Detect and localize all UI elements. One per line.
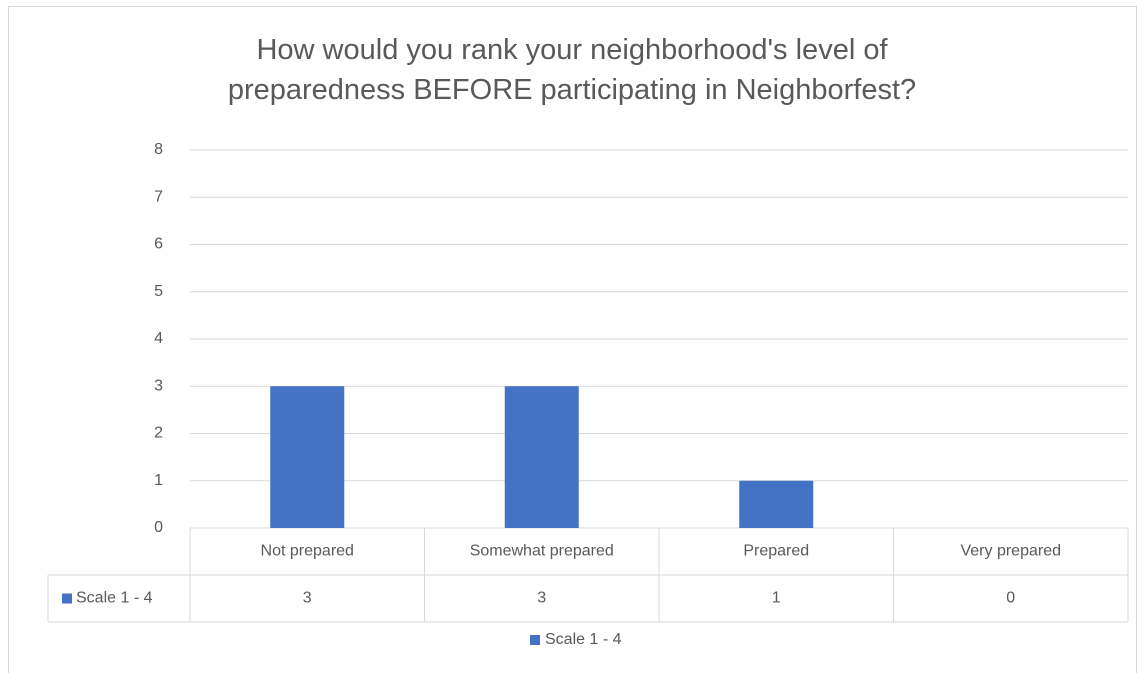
y-tick-label: 8: [154, 141, 163, 158]
legend-label: Scale 1 - 4: [545, 631, 622, 648]
x-tick-label: Prepared: [743, 543, 809, 560]
y-tick-label: 3: [154, 377, 163, 394]
table-value: 0: [1006, 590, 1015, 607]
bar: [270, 386, 345, 528]
y-tick-label: 0: [154, 519, 163, 536]
chart-title: How would you rank your neighborhood's l…: [227, 34, 917, 106]
table-legend-key: [62, 593, 72, 604]
chart-border: [8, 6, 1137, 673]
bar: [739, 480, 814, 528]
legend-key: [530, 635, 540, 645]
y-tick-label: 7: [154, 188, 163, 205]
y-tick-label: 5: [154, 283, 163, 300]
y-tick-label: 4: [154, 330, 163, 347]
x-tick-label: Not prepared: [261, 543, 354, 560]
table-value: 3: [303, 590, 312, 607]
y-tick-label: 2: [154, 425, 163, 442]
x-tick-label: Very prepared: [960, 543, 1061, 560]
table-value: 3: [537, 590, 546, 607]
table-row-label: Scale 1 - 4: [76, 590, 153, 607]
y-tick-label: 6: [154, 236, 163, 253]
y-tick-label: 1: [154, 472, 163, 489]
x-tick-label: Somewhat prepared: [470, 543, 614, 560]
table-value: 1: [772, 590, 781, 607]
bar: [504, 386, 579, 528]
